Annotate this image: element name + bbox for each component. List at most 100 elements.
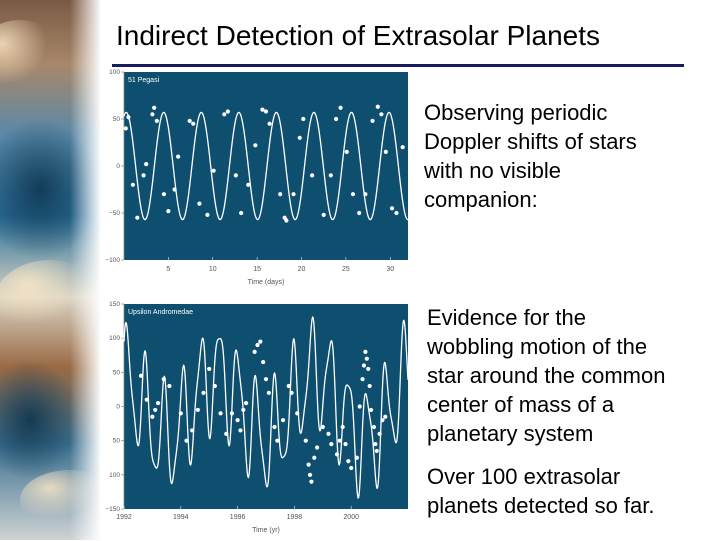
data-point <box>235 418 240 423</box>
data-point <box>291 192 296 197</box>
data-point <box>350 192 356 197</box>
data-point <box>357 404 362 409</box>
data-point <box>130 182 135 187</box>
data-point <box>307 472 313 477</box>
slide-title: Indirect Detection of Extrasolar Planets <box>116 20 601 51</box>
data-point <box>252 349 257 354</box>
y-tick-label: 100 <box>109 335 120 342</box>
text-line: center of mass of a <box>427 392 615 417</box>
x-tick-label: 30 <box>386 266 394 273</box>
data-point <box>233 173 238 178</box>
x-tick-label: 20 <box>298 266 306 273</box>
data-point <box>373 441 378 447</box>
data-point <box>261 359 266 365</box>
data-point <box>278 192 283 197</box>
data-point <box>218 411 223 416</box>
data-point <box>334 116 339 122</box>
data-point <box>280 418 286 423</box>
data-point <box>123 126 128 131</box>
data-point <box>187 118 192 123</box>
data-point <box>272 424 277 430</box>
model-curve <box>123 315 409 499</box>
data-point <box>253 143 258 148</box>
nebula-image <box>0 0 100 540</box>
data-point <box>184 438 189 443</box>
chart-title: 51 Pegasi <box>128 77 160 84</box>
x-axis-label: Time (yr) <box>252 527 280 534</box>
data-point <box>383 414 388 419</box>
x-tick-label: 1994 <box>173 514 189 521</box>
x-tick-label: 1996 <box>230 514 246 521</box>
data-point <box>222 112 227 117</box>
data-point <box>306 462 311 467</box>
y-tick-label: −50 <box>109 210 120 217</box>
data-point <box>266 390 271 395</box>
text-block-count: Over 100 extrasolar planets detected so … <box>427 462 655 520</box>
data-point <box>263 377 269 382</box>
data-point <box>371 424 377 430</box>
data-point <box>400 145 405 150</box>
data-point <box>244 400 249 406</box>
data-point <box>368 407 374 413</box>
data-point <box>357 210 362 216</box>
data-point <box>190 428 195 433</box>
data-point <box>191 121 196 126</box>
y-tick-label: 100 <box>109 472 120 479</box>
x-tick-label: 15 <box>253 266 261 273</box>
y-tick-label: 50 <box>113 116 121 123</box>
data-point <box>267 121 272 126</box>
data-point <box>258 339 263 344</box>
data-point <box>207 366 212 372</box>
data-point <box>344 149 349 154</box>
data-point <box>310 173 315 178</box>
data-point <box>141 173 146 178</box>
data-point <box>343 441 348 447</box>
data-point <box>367 383 372 389</box>
data-point <box>150 112 155 117</box>
data-point <box>152 105 157 110</box>
y-tick-label: −150 <box>105 506 120 513</box>
data-point <box>144 397 149 402</box>
data-point <box>364 356 369 361</box>
data-point <box>394 210 399 216</box>
data-point <box>338 105 343 110</box>
data-point <box>263 109 269 114</box>
data-point <box>211 168 216 173</box>
data-point <box>366 366 371 372</box>
data-point <box>154 118 159 123</box>
text-line: star around the common <box>427 363 666 388</box>
title-underline <box>112 64 684 67</box>
text-line: Over 100 extrasolar <box>427 464 621 489</box>
data-point <box>303 438 308 443</box>
data-point <box>363 192 368 197</box>
chart-51-pegasi: −100 −50 0 50 100 5 10 15 20 25 30 51 Pegasi Time (d… <box>100 66 412 297</box>
y-tick-label: 0 <box>116 404 120 411</box>
data-point <box>377 431 382 436</box>
data-point <box>295 411 300 416</box>
data-point <box>297 135 302 140</box>
data-point <box>329 441 334 447</box>
data-point <box>328 173 333 178</box>
data-point <box>135 215 140 220</box>
data-point <box>155 400 161 406</box>
data-point <box>224 431 229 436</box>
data-point <box>212 383 217 389</box>
data-point <box>150 414 155 419</box>
data-point <box>225 109 230 114</box>
data-point <box>337 438 342 443</box>
data-point <box>144 162 149 167</box>
text-line: Doppler shifts of stars <box>424 129 637 154</box>
data-point <box>239 210 244 216</box>
plot-panel <box>124 72 408 260</box>
data-point <box>255 342 260 348</box>
y-tick-label: 50 <box>113 438 121 445</box>
text-line: Evidence for the <box>427 305 586 330</box>
data-point <box>315 445 320 450</box>
chart-upsilon-andromedae: −150 100 50 0 50 100 150 1992 1994 1996 1998 2000 Up… <box>100 296 412 541</box>
text-line: planets detected so far. <box>427 493 655 518</box>
data-point <box>238 428 243 433</box>
text-line: with no visible <box>424 158 561 183</box>
data-point <box>172 187 177 192</box>
text-block-doppler: Observing periodic Doppler shifts of sta… <box>424 98 637 214</box>
data-point <box>284 218 289 223</box>
